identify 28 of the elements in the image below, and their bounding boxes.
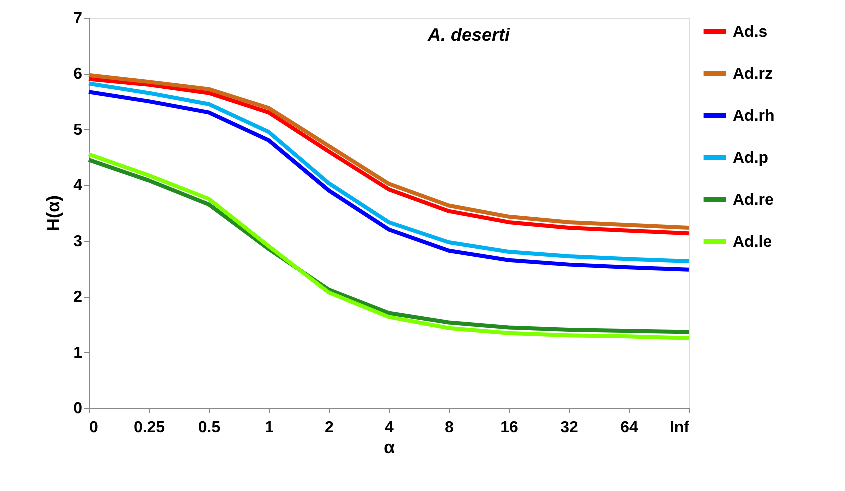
legend-label: Ad.rh — [733, 108, 775, 125]
x-tick-label: 8 — [445, 420, 454, 436]
y-axis-title: H(α) — [44, 195, 64, 232]
x-tick-label: 4 — [385, 420, 394, 436]
y-tick-label: 3 — [74, 233, 83, 250]
x-axis-title: α — [384, 438, 396, 458]
y-tick-label: 2 — [74, 289, 83, 306]
legend-label: Ad.le — [733, 234, 772, 251]
x-tick-label: 1 — [265, 420, 274, 436]
chart-title: A. deserti — [426, 25, 512, 45]
x-tick-label: 16 — [500, 420, 518, 436]
x-tick-label: 0 — [90, 420, 98, 436]
y-tick-label: 7 — [74, 10, 83, 28]
y-tick-label: 4 — [74, 178, 83, 195]
y-tick-label: 0 — [74, 400, 83, 418]
legend-label: Ad.s — [733, 24, 768, 41]
x-tick-label: 0.5 — [198, 420, 221, 436]
legend-label: Ad.re — [733, 192, 774, 209]
legend-label: Ad.rz — [733, 66, 773, 83]
legend-label: Ad.p — [733, 150, 769, 167]
x-tick-label: 2 — [325, 420, 334, 436]
y-tick-label: 5 — [74, 122, 83, 139]
x-tick-label: Inf — [670, 420, 690, 436]
x-tick-label: 0.25 — [134, 420, 166, 436]
x-tick-label: 64 — [620, 420, 638, 436]
y-tick-label: 1 — [74, 344, 83, 362]
x-tick-label: 32 — [560, 420, 578, 436]
y-tick-label: 6 — [74, 66, 83, 84]
